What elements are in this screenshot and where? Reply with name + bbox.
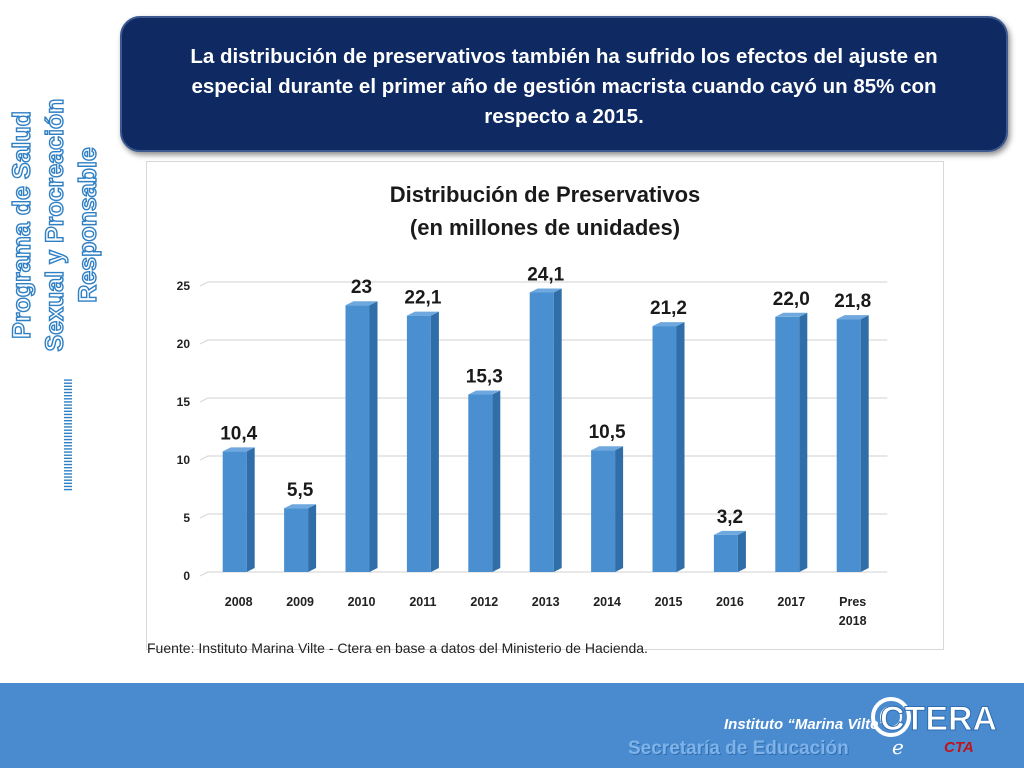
source-note: Fuente: Instituto Marina Vilte - Ctera e… xyxy=(147,640,648,656)
logo-text: CTERA xyxy=(880,700,997,738)
side-program-title: Programa de Salud Sexual y Procreación R… xyxy=(0,90,115,360)
side-title-line2: Sexual y Procreación xyxy=(41,99,69,352)
side-title-line1: Programa de Salud xyxy=(8,111,36,339)
side-title-line3: Responsable xyxy=(74,147,102,303)
footer-secretaria: Secretaría de Educación xyxy=(628,738,849,759)
footer-institute: Instituto “Marina Vilte” xyxy=(724,716,886,733)
headline-box: La distribución de preservativos también… xyxy=(120,16,1008,152)
svg-text:e: e xyxy=(892,735,904,759)
side-decorative-border: ꟾꟾꟾꟾꟾꟾꟾꟾꟾꟾꟾꟾꟾꟾꟾꟾꟾꟾꟾꟾꟾꟾꟾꟾꟾꟾꟾꟾꟾꟾꟾꟾꟾꟾꟾꟾ xyxy=(60,378,72,491)
footer-bar xyxy=(0,683,1024,768)
chart-frame xyxy=(146,161,944,650)
ctera-logo: CTERA e CTA xyxy=(866,692,1006,762)
logo-sub: CTA xyxy=(944,739,974,756)
